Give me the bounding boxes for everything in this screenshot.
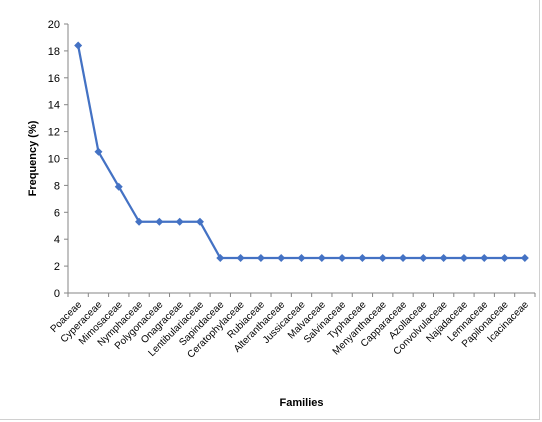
data-point [256, 254, 265, 263]
data-point [195, 217, 204, 226]
series-line [77, 45, 525, 260]
data-point [94, 147, 103, 156]
y-tick-label: 4 [54, 234, 60, 246]
data-point [399, 254, 408, 263]
data-point [236, 254, 245, 263]
y-tick-label: 12 [48, 127, 60, 139]
data-point [419, 254, 428, 263]
data-point [135, 217, 144, 226]
y-tick-label: 10 [48, 154, 60, 166]
data-point [480, 254, 489, 263]
data-point [520, 254, 529, 263]
data-point [439, 254, 448, 263]
data-point [500, 254, 509, 263]
data-point [155, 217, 164, 226]
y-tick-label: 14 [48, 100, 60, 112]
data-point [277, 254, 286, 263]
y-tick-label: 20 [48, 19, 60, 31]
x-axis-title: Families [279, 397, 323, 409]
y-tick-label: 0 [54, 288, 60, 300]
data-point [358, 254, 367, 263]
y-tick-label: 6 [54, 207, 60, 219]
data-point [459, 254, 468, 263]
y-tick-label: 16 [48, 73, 60, 85]
y-tick-label: 8 [54, 180, 60, 192]
data-point [175, 217, 184, 226]
data-point [216, 254, 225, 263]
data-point [317, 254, 326, 263]
data-point [114, 182, 123, 191]
y-tick-label: 2 [54, 261, 60, 273]
y-axis-title: Frequency (%) [27, 120, 39, 196]
data-point [378, 254, 387, 263]
data-point [297, 254, 306, 263]
y-tick-label: 18 [48, 46, 60, 58]
data-point [74, 41, 83, 50]
data-point [338, 254, 347, 263]
